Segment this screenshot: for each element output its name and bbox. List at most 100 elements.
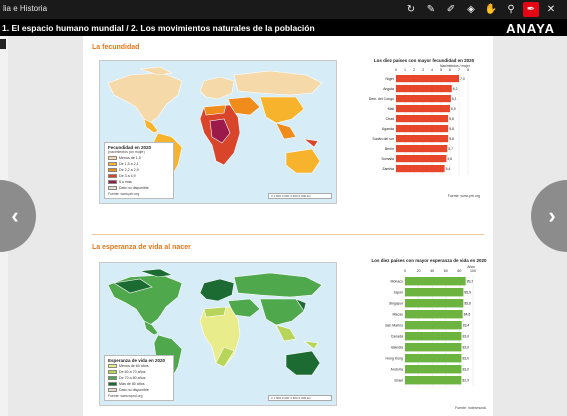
data-label: 83,0 [462, 335, 469, 339]
data-label: 89,2 [467, 280, 474, 284]
previous-page-button[interactable]: ‹ [0, 180, 36, 252]
bar [405, 376, 462, 385]
tick-label: 40 [430, 269, 434, 273]
data-label: 5,7 [448, 147, 453, 151]
category-label: Islandia [391, 346, 403, 350]
legend-label: Menos de 60 años [119, 364, 149, 368]
life-expectancy-map: Esperanza de vida en 2020 Menos de 60 añ… [99, 262, 337, 406]
legend-item: Dato no disponible [108, 387, 170, 393]
search-icon[interactable]: ⚲ [507, 4, 515, 15]
data-label: 83,0 [462, 368, 469, 372]
map-scale: 0 1 500 3 000 4 500 6 000 km [268, 395, 332, 401]
category-label: Singapur [389, 302, 404, 306]
bar [396, 145, 448, 153]
bar [405, 277, 466, 286]
chevron-right-icon: › [548, 203, 556, 228]
app-title: lia e Historia [3, 4, 48, 13]
fertility-legend: Fecundidad en 2020 (nacimientos por muje… [104, 142, 174, 199]
bar [405, 343, 462, 352]
bar [405, 365, 462, 374]
category-label: Israel [394, 379, 403, 383]
legend-swatch [108, 168, 117, 172]
chevron-left-icon: ‹ [11, 203, 19, 228]
marker-icon[interactable]: ✐ [446, 4, 456, 15]
data-label: 5,8 [449, 127, 454, 131]
category-label: Macao [392, 313, 403, 317]
category-label: República Dem. del Congo [368, 97, 394, 101]
tick-label: 5 [440, 68, 442, 72]
legend-label: De 3 a 4,9 [119, 174, 136, 178]
legend-item: De 2,2 a 2,9 [108, 167, 170, 173]
fertility-chart: Los diez países con mayor fecundidad en … [352, 58, 480, 198]
category-label: Chad [386, 117, 394, 121]
tick-label: 4 [431, 68, 433, 72]
world-map-fertility [107, 66, 323, 188]
bar [405, 332, 462, 341]
fertility-bar-chart: Nacimientos / mujer 0 1 2 3 4 5 6 7 8 Níger 7,0 Ango… [352, 64, 471, 175]
section-heading-fecundidad: La fecundidad [92, 44, 140, 51]
eraser-icon[interactable]: ◈ [467, 4, 475, 15]
legend-title: Fecundidad en 2020 [108, 145, 152, 150]
bar [396, 165, 445, 173]
legend-label: De 2,2 a 2,9 [119, 168, 139, 172]
anaya-logo: ANAYA [506, 21, 555, 36]
bar [396, 155, 447, 163]
category-label: Sudán del sur [372, 137, 394, 141]
category-label: Somalia [381, 157, 394, 161]
highlighter-icon[interactable]: ✒ [523, 2, 539, 17]
refresh-icon[interactable]: ↻ [406, 4, 416, 15]
next-page-button[interactable]: › [531, 180, 567, 252]
chart-source: Fuente: www.prb.org [447, 194, 480, 198]
hand-icon[interactable]: ✋ [484, 4, 498, 15]
bar [405, 321, 462, 330]
legend-swatch [108, 156, 117, 160]
legend-swatch [108, 364, 117, 368]
category-label: Angola [383, 87, 394, 91]
category-label: Níger [385, 77, 394, 81]
legend-swatch [108, 180, 117, 184]
tick-label: 8 [467, 68, 469, 72]
tick-label: 7 [458, 68, 460, 72]
pencil-icon[interactable]: ✎ [426, 4, 436, 15]
legend-swatch [108, 388, 117, 392]
section-title: 1. El espacio humano mundial / 2. Los mo… [2, 23, 315, 33]
bar [396, 105, 450, 113]
data-label: 83,4 [463, 324, 470, 328]
legend-items: Menos de 60 años De 60 a 70 años De 70 a 8… [108, 363, 170, 393]
tick-label: 0 [404, 269, 406, 273]
tick-label: 0 [395, 68, 397, 72]
category-label: San Marino [385, 324, 403, 328]
data-label: 7,0 [460, 77, 465, 81]
legend-item: 5 o más [108, 179, 170, 185]
fertility-map: Fecundidad en 2020 (nacimientos por muje… [99, 60, 337, 204]
legend-swatch [108, 162, 117, 166]
legend-label: De 1,5 a 2,1 [119, 162, 139, 166]
category-label: Mónaco [391, 280, 404, 284]
category-label: Hong Kong [385, 357, 403, 361]
data-label: 5,8 [449, 117, 454, 121]
legend-item: De 3 a 4,9 [108, 173, 170, 179]
close-icon[interactable]: ✕ [546, 4, 556, 15]
data-label: 83,0 [462, 357, 469, 361]
tick-label: 60 [444, 269, 448, 273]
data-label: 85,9 [464, 291, 471, 295]
bar [396, 125, 449, 133]
chart-source: Fuente: Indexmundi. [455, 406, 487, 410]
sidebar-tab[interactable] [0, 39, 6, 49]
category-label: Japón [393, 291, 403, 295]
bar [405, 288, 464, 297]
legend-subtitle: (nacimientos por mujer) [108, 150, 145, 154]
bar [396, 135, 449, 143]
data-label: 82,9 [462, 379, 469, 383]
legend-label: 5 o más [119, 180, 132, 184]
tick-label: 100 [470, 269, 476, 273]
category-label: Uganda [382, 127, 394, 131]
tick-label: 2 [413, 68, 415, 72]
section-bar: 1. El espacio humano mundial / 2. Los mo… [0, 19, 567, 36]
category-label: Canadá [391, 335, 403, 339]
legend-swatch [108, 370, 117, 374]
data-label: 6,0 [451, 107, 456, 111]
legend-item: De 1,5 a 2,1 [108, 161, 170, 167]
legend-item: Dato no disponible [108, 185, 170, 191]
tick-label: 6 [449, 68, 451, 72]
